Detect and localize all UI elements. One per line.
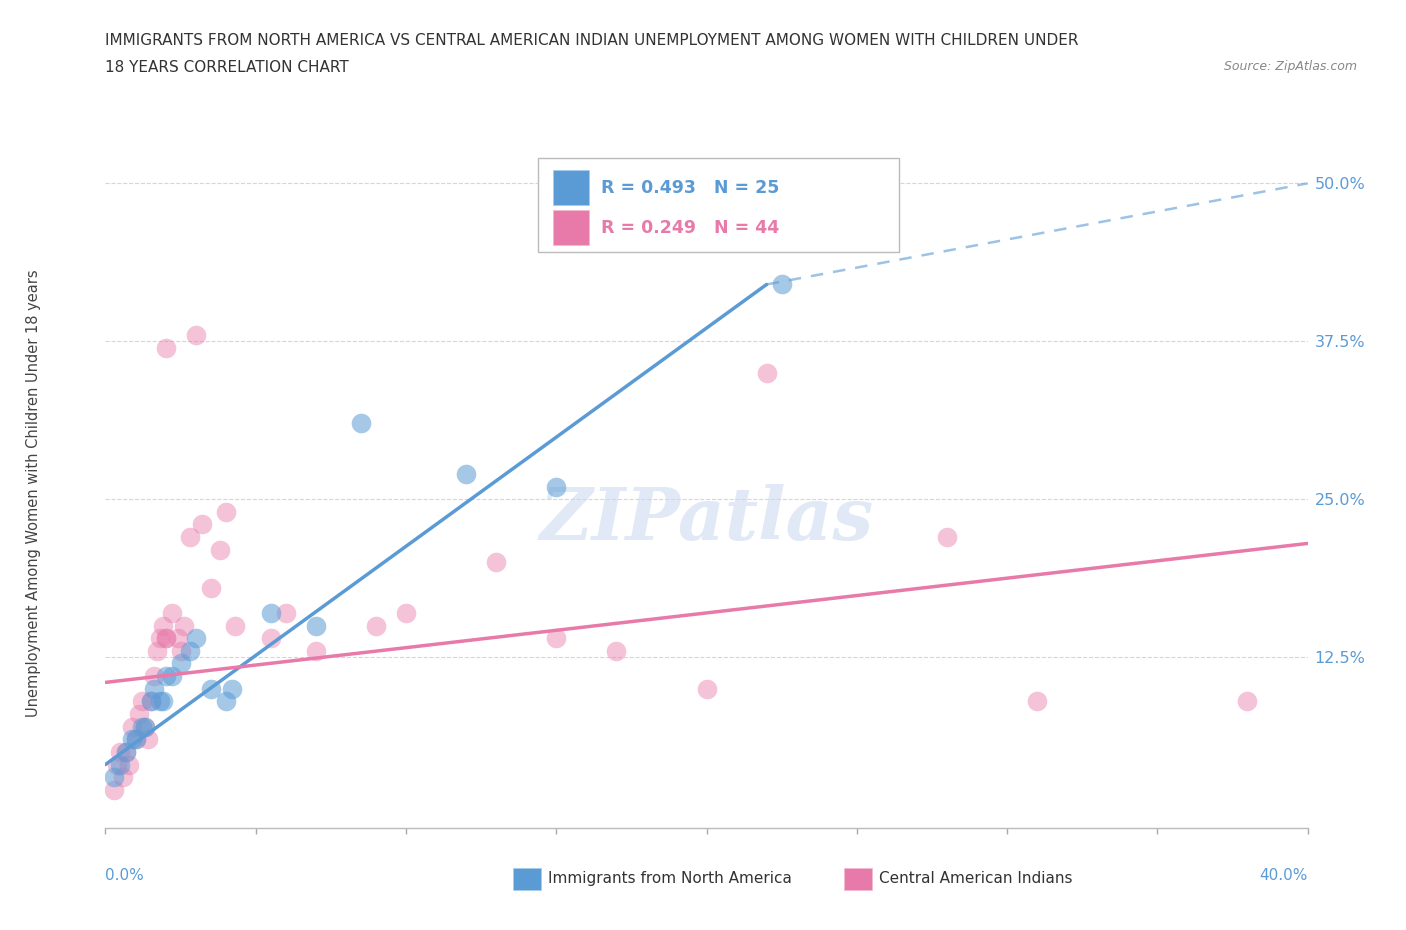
Text: 18 YEARS CORRELATION CHART: 18 YEARS CORRELATION CHART	[105, 60, 349, 75]
Point	[152, 694, 174, 709]
Point	[103, 782, 125, 797]
Point	[546, 479, 568, 494]
Point	[103, 770, 125, 785]
Point	[214, 504, 236, 519]
Point	[124, 732, 146, 747]
Point	[110, 744, 132, 759]
Point	[134, 719, 156, 734]
Point	[184, 631, 207, 645]
Point	[160, 669, 183, 684]
Point	[155, 669, 177, 684]
Point	[485, 555, 508, 570]
Text: R = 0.493   N = 25: R = 0.493 N = 25	[600, 179, 779, 196]
Point	[142, 669, 165, 684]
Point	[200, 682, 222, 697]
Point	[124, 732, 146, 747]
Point	[121, 719, 143, 734]
Point	[160, 605, 183, 620]
Point	[173, 618, 195, 633]
FancyBboxPatch shape	[553, 170, 589, 205]
Point	[139, 694, 162, 709]
Point	[364, 618, 387, 633]
Point	[107, 757, 129, 772]
Point	[546, 631, 568, 645]
Point	[139, 694, 162, 709]
Point	[214, 694, 236, 709]
FancyBboxPatch shape	[538, 158, 898, 252]
Text: Central American Indians: Central American Indians	[879, 871, 1073, 886]
Point	[155, 631, 177, 645]
Point	[112, 770, 135, 785]
Point	[755, 365, 778, 380]
Point	[305, 618, 328, 633]
Point	[770, 277, 793, 292]
Point	[169, 656, 191, 671]
Point	[350, 416, 373, 431]
Text: R = 0.249   N = 44: R = 0.249 N = 44	[600, 219, 779, 237]
Text: IMMIGRANTS FROM NORTH AMERICA VS CENTRAL AMERICAN INDIAN UNEMPLOYMENT AMONG WOME: IMMIGRANTS FROM NORTH AMERICA VS CENTRAL…	[105, 33, 1078, 47]
Point	[118, 757, 141, 772]
Point	[260, 631, 283, 645]
Point	[131, 694, 153, 709]
Point	[200, 580, 222, 595]
Point	[936, 530, 959, 545]
Point	[166, 631, 188, 645]
Point	[152, 618, 174, 633]
Point	[148, 694, 170, 709]
Point	[110, 757, 132, 772]
Point	[260, 605, 283, 620]
Text: Source: ZipAtlas.com: Source: ZipAtlas.com	[1223, 60, 1357, 73]
Point	[208, 542, 231, 557]
Point	[274, 605, 297, 620]
Text: 40.0%: 40.0%	[1260, 868, 1308, 883]
Point	[605, 644, 627, 658]
Text: Unemployment Among Women with Children Under 18 years: Unemployment Among Women with Children U…	[25, 269, 41, 717]
FancyBboxPatch shape	[553, 210, 589, 246]
Point	[115, 744, 138, 759]
Text: ZIPatlas: ZIPatlas	[540, 485, 873, 555]
Point	[190, 517, 212, 532]
Point	[169, 644, 191, 658]
Point	[179, 530, 201, 545]
Point	[148, 631, 170, 645]
Point	[696, 682, 718, 697]
Point	[221, 682, 243, 697]
Point	[134, 719, 156, 734]
Point	[179, 644, 201, 658]
Point	[224, 618, 246, 633]
Point	[155, 340, 177, 355]
Point	[142, 682, 165, 697]
Point	[1026, 694, 1049, 709]
Point	[454, 467, 477, 482]
Text: 0.0%: 0.0%	[105, 868, 145, 883]
Point	[305, 644, 328, 658]
Point	[131, 719, 153, 734]
Point	[395, 605, 418, 620]
Point	[155, 631, 177, 645]
Point	[136, 732, 159, 747]
Point	[115, 744, 138, 759]
Point	[121, 732, 143, 747]
Text: Immigrants from North America: Immigrants from North America	[548, 871, 792, 886]
Point	[184, 327, 207, 342]
Point	[128, 707, 150, 722]
Point	[145, 644, 167, 658]
Point	[1236, 694, 1258, 709]
